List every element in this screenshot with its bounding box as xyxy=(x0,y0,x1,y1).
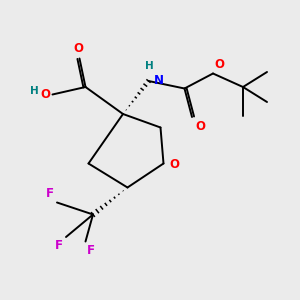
Text: O: O xyxy=(214,58,224,70)
Text: O: O xyxy=(196,120,206,133)
Text: O: O xyxy=(169,158,179,172)
Text: F: F xyxy=(54,239,62,252)
Text: F: F xyxy=(87,244,95,257)
Text: F: F xyxy=(46,187,54,200)
Text: O: O xyxy=(40,88,50,101)
Text: O: O xyxy=(73,42,83,55)
Text: H: H xyxy=(145,61,154,71)
Text: N: N xyxy=(154,74,164,88)
Text: H: H xyxy=(29,86,38,96)
